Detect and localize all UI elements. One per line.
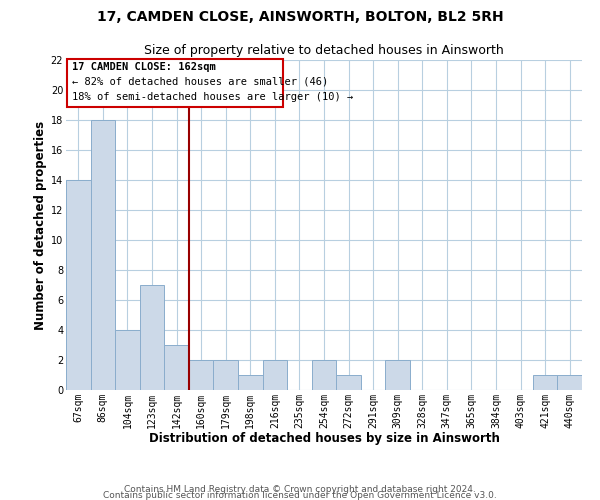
Bar: [385, 360, 410, 390]
Text: ← 82% of detached houses are smaller (46): ← 82% of detached houses are smaller (46…: [72, 76, 328, 87]
Bar: [214, 360, 238, 390]
Bar: [91, 120, 115, 390]
X-axis label: Distribution of detached houses by size in Ainsworth: Distribution of detached houses by size …: [149, 432, 499, 445]
Bar: [115, 330, 140, 390]
Text: 18% of semi-detached houses are larger (10) →: 18% of semi-detached houses are larger (…: [72, 92, 353, 102]
Bar: [312, 360, 336, 390]
Bar: [164, 345, 189, 390]
Bar: [189, 360, 214, 390]
FancyBboxPatch shape: [67, 59, 283, 106]
Text: Contains public sector information licensed under the Open Government Licence v3: Contains public sector information licen…: [103, 490, 497, 500]
Bar: [140, 285, 164, 390]
Y-axis label: Number of detached properties: Number of detached properties: [34, 120, 47, 330]
Bar: [263, 360, 287, 390]
Text: Contains HM Land Registry data © Crown copyright and database right 2024.: Contains HM Land Registry data © Crown c…: [124, 484, 476, 494]
Bar: [66, 180, 91, 390]
Bar: [238, 375, 263, 390]
Text: 17 CAMDEN CLOSE: 162sqm: 17 CAMDEN CLOSE: 162sqm: [72, 62, 216, 72]
Bar: [557, 375, 582, 390]
Text: 17, CAMDEN CLOSE, AINSWORTH, BOLTON, BL2 5RH: 17, CAMDEN CLOSE, AINSWORTH, BOLTON, BL2…: [97, 10, 503, 24]
Bar: [336, 375, 361, 390]
Title: Size of property relative to detached houses in Ainsworth: Size of property relative to detached ho…: [144, 44, 504, 58]
Bar: [533, 375, 557, 390]
